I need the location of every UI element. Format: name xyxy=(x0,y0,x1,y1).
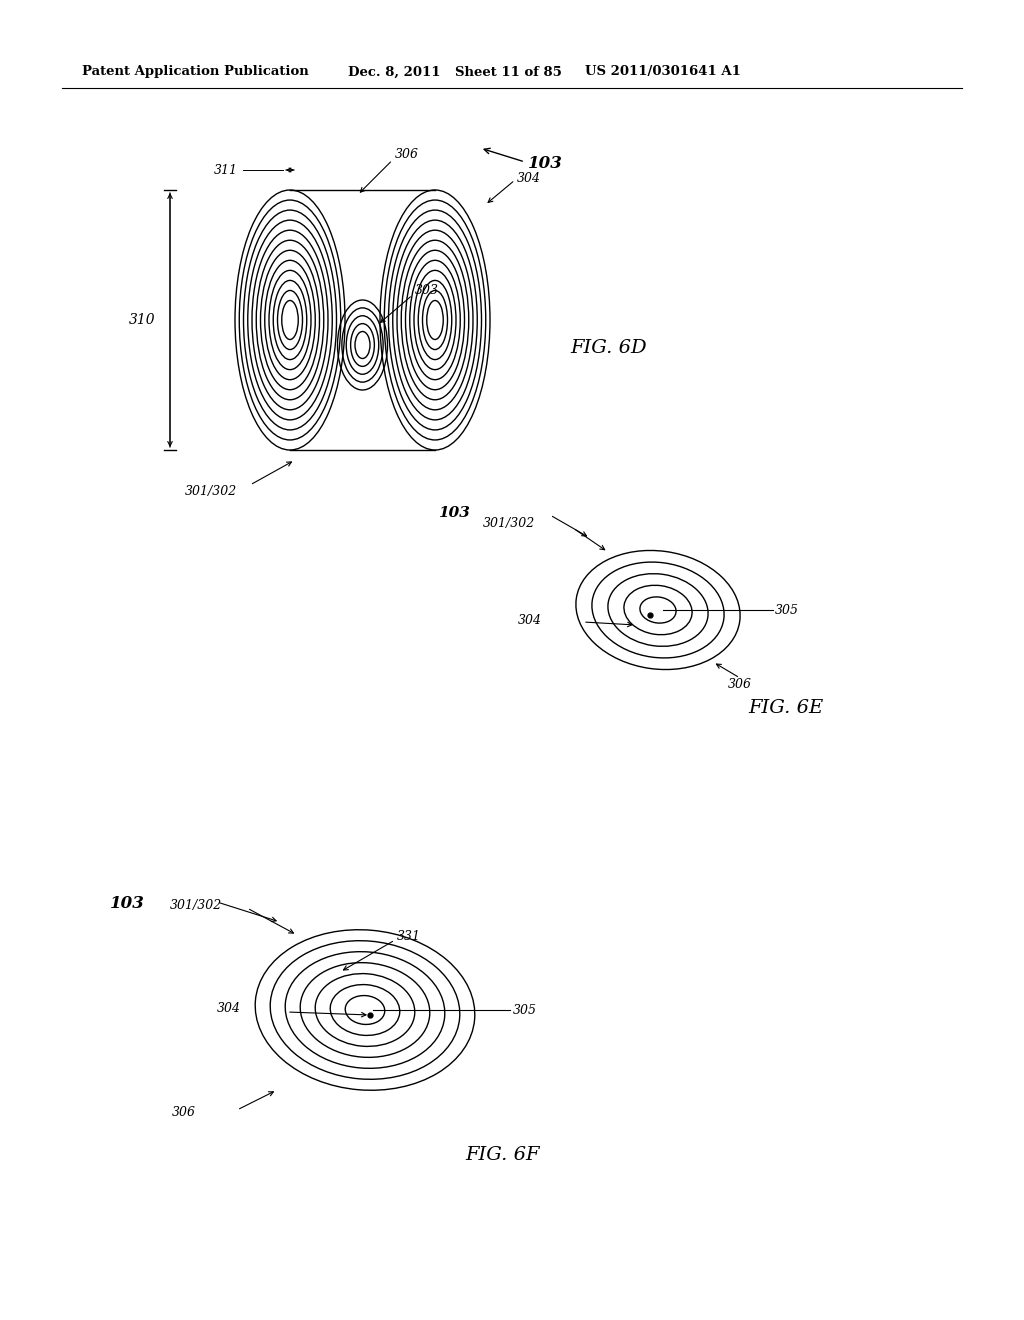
Text: 306: 306 xyxy=(394,149,419,161)
Text: Patent Application Publication: Patent Application Publication xyxy=(82,66,309,78)
Text: 306: 306 xyxy=(172,1106,196,1119)
Text: 103: 103 xyxy=(528,154,563,172)
Text: 304: 304 xyxy=(217,1002,241,1015)
Text: 103: 103 xyxy=(111,895,145,912)
Text: 311: 311 xyxy=(214,164,238,177)
Text: US 2011/0301641 A1: US 2011/0301641 A1 xyxy=(585,66,741,78)
Text: 306: 306 xyxy=(728,677,752,690)
Text: FIG. 6D: FIG. 6D xyxy=(570,339,646,356)
Text: 305: 305 xyxy=(513,1003,537,1016)
Text: FIG. 6F: FIG. 6F xyxy=(465,1146,540,1164)
Text: 301/302: 301/302 xyxy=(170,899,222,912)
Text: 331: 331 xyxy=(397,931,421,944)
Text: FIG. 6E: FIG. 6E xyxy=(748,700,823,717)
Text: 103: 103 xyxy=(438,506,470,520)
Text: Dec. 8, 2011: Dec. 8, 2011 xyxy=(348,66,440,78)
Text: Sheet 11 of 85: Sheet 11 of 85 xyxy=(455,66,562,78)
Text: 310: 310 xyxy=(128,313,155,327)
Text: 305: 305 xyxy=(775,603,799,616)
Text: 301/302: 301/302 xyxy=(483,517,536,531)
Text: 304: 304 xyxy=(518,614,542,627)
Text: 303: 303 xyxy=(415,284,438,297)
Text: 304: 304 xyxy=(517,172,541,185)
Text: 301/302: 301/302 xyxy=(185,486,238,499)
